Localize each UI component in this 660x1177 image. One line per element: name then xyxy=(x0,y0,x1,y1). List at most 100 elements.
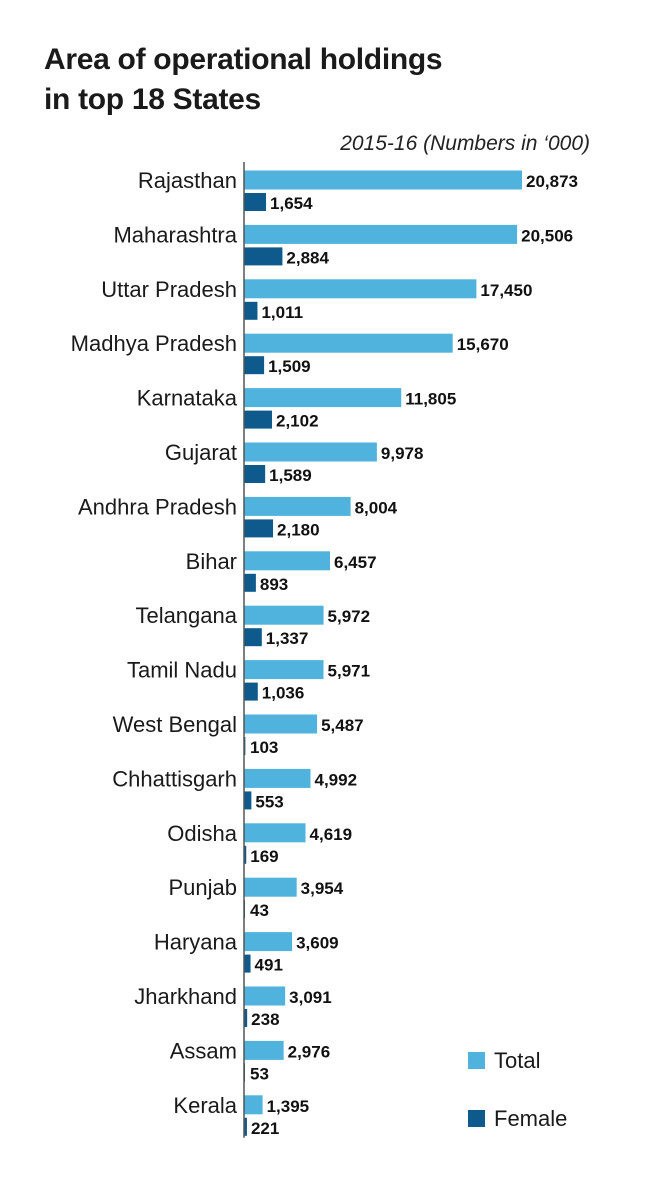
bar-female xyxy=(244,356,265,375)
category-label: Gujarat xyxy=(165,440,237,465)
category-label: Haryana xyxy=(154,930,238,955)
category-label: Andhra Pradesh xyxy=(78,494,237,519)
bar-total xyxy=(244,496,351,516)
bar-total xyxy=(244,768,311,788)
legend-label-female: Female xyxy=(494,1106,567,1131)
category-group: Madhya Pradesh 15,670 1,509 xyxy=(71,331,509,376)
category-group: Andhra Pradesh 8,004 2,180 xyxy=(78,494,398,539)
value-label-female: 43 xyxy=(250,901,269,920)
value-label-total: 20,506 xyxy=(521,226,573,245)
value-label-female: 221 xyxy=(251,1119,279,1138)
bar-total xyxy=(244,1040,284,1060)
value-label-female: 1,589 xyxy=(269,466,312,485)
category-group: West Bengal 5,487 103 xyxy=(113,712,364,757)
category-group: Jharkhand 3,091 238 xyxy=(134,984,331,1029)
value-label-female: 238 xyxy=(251,1010,279,1029)
category-label: Punjab xyxy=(168,875,237,900)
category-label: Rajasthan xyxy=(138,168,237,193)
category-label: West Bengal xyxy=(113,712,237,737)
category-label: Karnataka xyxy=(137,386,238,411)
category-label: Bihar xyxy=(186,549,237,574)
value-label-female: 53 xyxy=(250,1064,269,1083)
category-label: Maharashtra xyxy=(113,222,237,247)
category-group: Haryana 3,609 491 xyxy=(154,930,339,975)
category-group: Chhattisgarh 4,992 553 xyxy=(112,766,357,811)
value-label-female: 1,036 xyxy=(262,684,305,703)
bar-total xyxy=(244,1095,263,1115)
bar-female xyxy=(244,954,251,973)
bar-female xyxy=(244,410,272,429)
value-label-female: 1,509 xyxy=(268,357,311,376)
value-label-female: 103 xyxy=(250,738,278,757)
category-label: Tamil Nadu xyxy=(127,658,237,683)
value-label-total: 3,954 xyxy=(301,879,344,898)
value-label-total: 11,805 xyxy=(405,390,456,409)
bar-total xyxy=(244,932,293,952)
category-group: Tamil Nadu 5,971 1,036 xyxy=(127,658,370,703)
value-label-total: 1,395 xyxy=(267,1097,310,1116)
bar-total xyxy=(244,823,306,843)
bar-total xyxy=(244,442,377,462)
bar-female xyxy=(244,682,258,701)
category-group: Bihar 6,457 893 xyxy=(186,549,377,594)
value-label-total: 4,992 xyxy=(314,770,357,789)
bar-total xyxy=(244,279,477,299)
value-label-female: 1,654 xyxy=(270,194,313,213)
value-label-female: 1,011 xyxy=(261,303,303,322)
category-label: Chhattisgarh xyxy=(112,766,237,791)
value-label-female: 169 xyxy=(250,847,278,866)
value-label-total: 5,487 xyxy=(321,716,364,735)
value-label-total: 17,450 xyxy=(480,281,532,300)
value-label-female: 2,180 xyxy=(277,520,320,539)
bar-female xyxy=(244,465,266,483)
value-label-total: 5,971 xyxy=(328,662,371,681)
value-label-total: 3,091 xyxy=(289,988,332,1007)
legend: Total Female xyxy=(468,1048,567,1131)
category-group: Uttar Pradesh 17,450 1,011 xyxy=(101,277,532,322)
bar-total xyxy=(244,170,522,190)
value-label-female: 491 xyxy=(255,956,283,975)
chart-subtitle: 2015-16 (Numbers in ‘000) xyxy=(340,132,590,155)
value-label-total: 4,619 xyxy=(310,825,353,844)
category-label: Uttar Pradesh xyxy=(101,277,237,302)
value-label-total: 2,976 xyxy=(288,1042,331,1061)
category-group: Odisha 4,619 169 xyxy=(167,821,352,866)
category-group: Maharashtra 20,506 2,884 xyxy=(113,222,573,267)
bar-female xyxy=(244,247,283,266)
bar-total xyxy=(244,551,330,571)
bar-total xyxy=(244,333,453,353)
category-label: Assam xyxy=(170,1038,237,1063)
bar-total xyxy=(244,877,297,897)
value-label-total: 8,004 xyxy=(355,498,398,517)
legend-swatch-female xyxy=(468,1110,485,1127)
bar-total xyxy=(244,986,286,1006)
category-label: Odisha xyxy=(167,821,237,846)
bar-female xyxy=(244,1117,247,1136)
bar-female xyxy=(244,301,258,320)
bar-total xyxy=(244,605,324,625)
value-label-female: 2,102 xyxy=(276,412,319,431)
value-label-female: 893 xyxy=(260,575,288,594)
value-label-total: 20,873 xyxy=(526,172,578,191)
bar-female xyxy=(244,845,247,864)
bar-total xyxy=(244,714,318,734)
value-label-female: 1,337 xyxy=(266,629,309,648)
category-group: Gujarat 9,978 1,589 xyxy=(165,440,424,485)
bar-total xyxy=(244,388,402,408)
bar-female xyxy=(244,791,252,810)
value-label-total: 5,972 xyxy=(328,607,371,626)
bar-female xyxy=(244,1009,248,1027)
category-group: Rajasthan 20,873 1,654 xyxy=(138,168,578,213)
legend-swatch-total xyxy=(468,1052,485,1069)
category-group: Assam 2,976 53 xyxy=(170,1038,330,1083)
legend-label-total: Total xyxy=(494,1048,540,1073)
value-label-total: 6,457 xyxy=(334,553,377,572)
value-label-female: 553 xyxy=(255,792,283,811)
bar-female xyxy=(244,519,274,538)
value-label-total: 9,978 xyxy=(381,444,424,463)
bar-total xyxy=(244,224,518,244)
value-label-female: 2,884 xyxy=(286,248,329,267)
bar-female xyxy=(244,193,267,211)
category-label: Telangana xyxy=(135,603,237,628)
